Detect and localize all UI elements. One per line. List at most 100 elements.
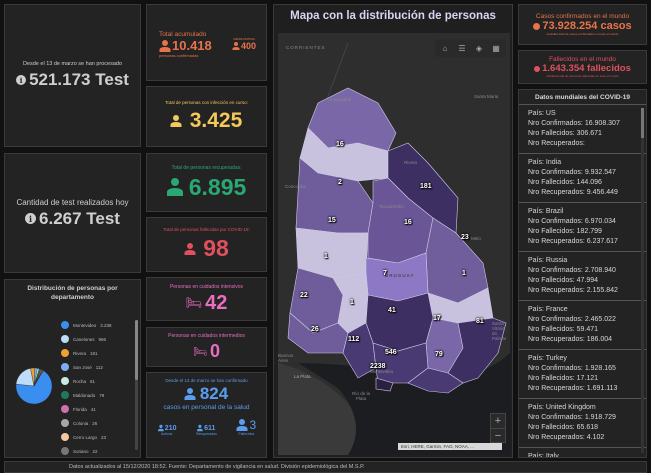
confirmed-sublabel: personas confirmadas (159, 53, 199, 58)
tests-total-label: Desde el 13 de marzo se han procesado (22, 61, 123, 67)
legend-item[interactable]: Rivera 181 (61, 346, 131, 360)
country-item[interactable]: País: Turkey Nro Confirmados: 1.928.165 Nr… (519, 350, 646, 399)
distribution-pie-chart[interactable] (14, 366, 54, 406)
legend-item[interactable]: Canelones 966 (61, 332, 131, 346)
country-item[interactable]: País: India Nro Confirmados: 9.932.547 Nro… (519, 154, 646, 203)
world-confirmed-sublabel: cantidad total de casos confirmados en t… (546, 32, 619, 36)
legend-scrollbar[interactable] (135, 320, 138, 450)
staff-deceased-label: Fallecidos (238, 432, 255, 436)
dept-cerrolargo (425, 217, 489, 304)
pie-slice[interactable] (33, 370, 44, 387)
legend-item[interactable]: Rocha 81 (61, 374, 131, 388)
legend-swatch (61, 405, 69, 413)
layers-icon[interactable]: ◈ (475, 43, 483, 53)
health-staff-panel: Desde el 13 de marzo se han confirmado 8… (146, 372, 267, 458)
country-item[interactable]: País: Russia Nro Confirmados: 2.708.940 Nr… (519, 252, 646, 301)
country-deaths-value: 65.618 (576, 424, 599, 431)
country-confirmed-label: Nro Confirmados: (528, 169, 583, 176)
country-name-value: Italy (545, 453, 559, 458)
geo-label: Uruguaiana (328, 97, 352, 102)
country-item[interactable]: País: Brazil Nro Confirmados: 6.970.034 Nr… (519, 203, 646, 252)
intensive-care-label: Personas en cuidados intensivos (169, 283, 244, 290)
dept-count-label: 2238 (370, 363, 386, 370)
home-icon[interactable]: ⌂ (442, 43, 448, 53)
legend-value: 23 (101, 434, 107, 440)
dept-florida (365, 292, 434, 352)
deceased-label: Total de personas fallecidas por COVID-1… (163, 227, 250, 232)
country-name-label: País: (528, 355, 544, 362)
legend-item[interactable]: San José 112 (61, 360, 131, 374)
country-deaths-value: 47.994 (576, 277, 599, 284)
intermediate-care-value: 0 (209, 340, 220, 361)
legend-label: Soriano (73, 448, 89, 454)
country-recovered-value: 9.456.449 (586, 189, 618, 196)
person-icon (171, 115, 182, 127)
country-item[interactable]: País: France Nro Confirmados: 2.465.022 Nr… (519, 301, 646, 350)
legend-item[interactable]: Cerro Largo 23 (61, 430, 131, 444)
country-deaths: Nro Fallecidos: 144.096 (528, 178, 640, 188)
map-attribution[interactable]: Esri, HERE, Garmin, FAO, NOAA, ... (398, 443, 502, 450)
person-icon (167, 178, 183, 196)
country-name-value: Brazil (545, 208, 564, 215)
world-list[interactable]: País: US Nro Confirmados: 16.908.307 Nro F… (519, 104, 646, 458)
dept-count-label: 16 (336, 141, 344, 148)
country-recovered: Nro Recuperados: (528, 139, 640, 149)
country-name-label: País: (528, 208, 544, 215)
country-item[interactable]: País: United Kingdom Nro Confirmados: 1.9… (519, 399, 646, 448)
country-confirmed-value: 2.708.940 (584, 267, 616, 274)
country-name: País: France (528, 305, 640, 315)
distribution-legend: Montevideo 3.238 Canelones 966 Rivera 181 San … (61, 318, 131, 456)
new-cases-label: casos nuevos (233, 37, 255, 41)
zoom-in-button[interactable]: + (494, 415, 502, 427)
country-recovered: Nro Recuperados: 1.691.113 (528, 384, 640, 394)
country-confirmed-value: 16.908.307 (584, 120, 620, 127)
legend-item[interactable]: Florida 41 (61, 402, 131, 416)
country-name-label: País: (528, 110, 544, 117)
country-item[interactable]: País: ItalyNro Confirmados: 1.888.144Nro… (519, 448, 646, 458)
country-recovered: Nro Recuperados: 4.102 (528, 433, 640, 443)
country-item[interactable]: País: US Nro Confirmados: 16.908.307 Nro F… (519, 105, 646, 154)
legend-item[interactable]: Maldonado 79 (61, 388, 131, 402)
world-list-scrollbar[interactable] (641, 108, 644, 453)
country-recovered-label: Nro Recuperados: (528, 434, 585, 441)
country-deaths: Nro Fallecidos: 65.618 (528, 423, 640, 433)
person-icon (197, 425, 203, 431)
intensive-care-panel: Personas en cuidados intensivos 🛏 42 (146, 277, 267, 321)
country-confirmed-value: 9.932.547 (584, 169, 616, 176)
country-name: País: Italy (528, 452, 640, 458)
world-list-panel: Datos mundiales del COVID-19 País: US Nro… (518, 89, 647, 458)
info-icon (533, 22, 541, 30)
zoom-controls: + − (490, 413, 506, 443)
dept-count-label: 7 (383, 270, 387, 277)
world-deaths-label: Fallecidos en el mundo (549, 56, 616, 63)
country-confirmed-value: 1.928.165 (584, 365, 616, 372)
legend-item[interactable]: Colonia 26 (61, 416, 131, 430)
country-deaths: Nro Fallecidos: 306.671 (528, 129, 640, 139)
country-name: País: US (528, 109, 640, 119)
country-name: País: Brazil (528, 207, 640, 217)
map-view[interactable]: CORRIENTES Uruguaiana Santa Maria Concor… (278, 33, 510, 455)
country-name-value: India (545, 159, 562, 166)
deceased-value: 98 (203, 235, 229, 261)
legend-label: Florida (73, 406, 87, 412)
legend-item[interactable]: Soriano 22 (61, 444, 131, 456)
info-icon (534, 65, 541, 72)
country-name: País: United Kingdom (528, 403, 640, 413)
pie-slice[interactable] (15, 370, 53, 405)
country-recovered-label: Nro Recuperados: (528, 238, 585, 245)
legend-label: Canelones (73, 336, 95, 342)
country-name-value: Turkey (545, 355, 567, 362)
basemap-icon[interactable]: ▦ (492, 43, 500, 53)
zoom-out-button[interactable]: − (491, 428, 505, 442)
geo-label: Buenos Aires (278, 353, 294, 363)
geo-label: Concordia (285, 184, 306, 189)
legend-icon[interactable]: ☰ (458, 43, 466, 53)
legend-item[interactable]: Montevideo 3.238 (61, 318, 131, 332)
legend-label: Rocha (73, 378, 87, 384)
country-deaths-label: Nro Fallecidos: (528, 277, 575, 284)
country-confirmed: Nro Confirmados: 6.970.034 (528, 217, 640, 227)
country-deaths-value: 59.471 (576, 326, 599, 333)
dept-maldonado (407, 367, 464, 394)
active-panel: Total de personas con infección en curso… (146, 86, 267, 147)
dept-count-label: 112 (348, 336, 360, 343)
